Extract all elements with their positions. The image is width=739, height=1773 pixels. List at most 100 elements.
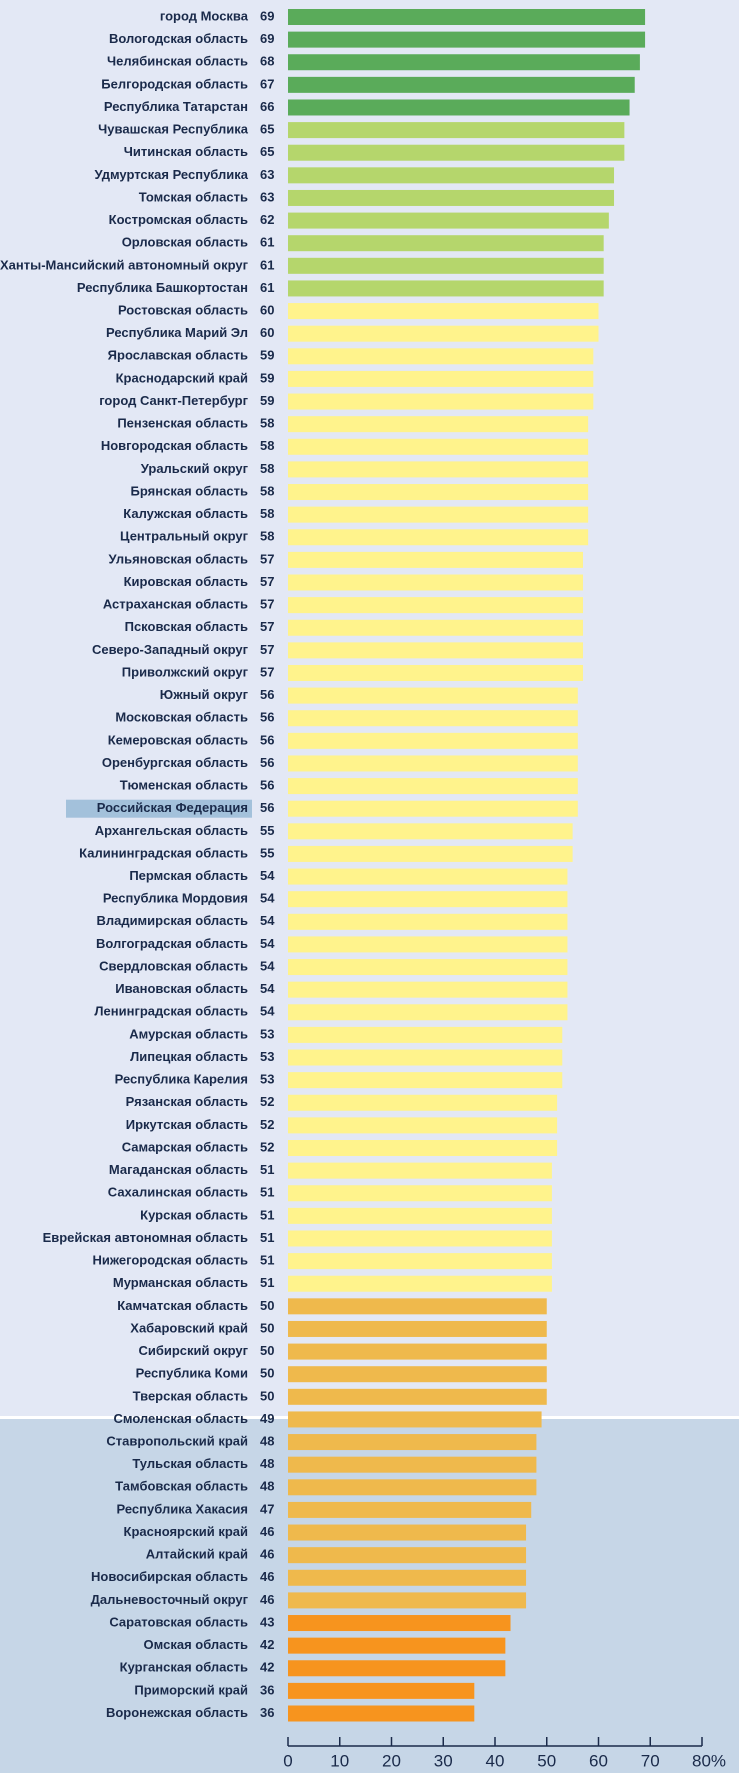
category-label: Дальневосточный округ <box>91 1592 249 1607</box>
value-label: 63 <box>260 189 274 204</box>
bar <box>288 212 609 229</box>
bar <box>288 1411 542 1428</box>
bar <box>288 959 568 976</box>
bar <box>288 1366 547 1383</box>
value-label: 48 <box>260 1479 274 1494</box>
value-label: 57 <box>260 551 274 566</box>
value-label: 50 <box>260 1320 274 1335</box>
value-label: 53 <box>260 1049 274 1064</box>
category-label: Волгоградская область <box>96 936 248 951</box>
bar <box>288 1569 527 1586</box>
category-label: Смоленская область <box>113 1411 248 1426</box>
category-label: Кировская область <box>124 574 248 589</box>
value-label: 50 <box>260 1298 274 1313</box>
category-label: Тюменская область <box>120 778 248 793</box>
bar <box>288 1117 558 1134</box>
category-label: Архангельская область <box>95 823 248 838</box>
category-label: Ленинградская область <box>94 1004 248 1019</box>
bar <box>288 1094 558 1111</box>
category-label: Рязанская область <box>126 1094 248 1109</box>
bar <box>288 574 583 591</box>
bar <box>288 1230 552 1247</box>
category-label: Республика Карелия <box>115 1072 248 1087</box>
value-label: 57 <box>260 597 274 612</box>
category-label: Липецкая область <box>130 1049 248 1064</box>
value-label: 54 <box>260 913 275 928</box>
category-label: Республика Мордовия <box>103 891 248 906</box>
bar <box>288 1456 537 1473</box>
bar <box>288 461 589 478</box>
value-label: 52 <box>260 1139 274 1154</box>
x-tick-label: 0 <box>283 1751 292 1770</box>
highlight <box>66 799 252 818</box>
value-label: 58 <box>260 483 274 498</box>
category-label: Брянская область <box>131 483 248 498</box>
value-label: 51 <box>260 1207 274 1222</box>
bar <box>288 1547 527 1564</box>
value-label: 51 <box>260 1275 274 1290</box>
category-label: Ярославская область <box>108 348 248 363</box>
bar <box>288 619 583 636</box>
x-tick-label: 50 <box>537 1751 556 1770</box>
category-label: Северо-Западный округ <box>92 642 249 657</box>
bar <box>288 167 615 184</box>
value-label: 63 <box>260 167 274 182</box>
category-label: Ставропольский край <box>106 1433 248 1448</box>
bar <box>288 891 568 908</box>
value-label: 51 <box>260 1230 274 1245</box>
value-label: 69 <box>260 8 274 23</box>
bar <box>288 438 589 455</box>
bar <box>288 1479 537 1496</box>
category-label: Ульяновская область <box>109 551 248 566</box>
value-label: 57 <box>260 642 274 657</box>
bar <box>288 325 599 342</box>
category-label: Московская область <box>115 710 248 725</box>
bar <box>288 551 583 568</box>
bar <box>288 416 589 433</box>
value-label: 54 <box>260 958 275 973</box>
category-label: Свердловская область <box>99 958 248 973</box>
category-label: Ростовская область <box>118 302 248 317</box>
category-label: Вологодская область <box>109 31 248 46</box>
value-label: 53 <box>260 1072 274 1087</box>
category-label: Тамбовская область <box>115 1479 248 1494</box>
bar <box>288 1026 563 1043</box>
bar <box>288 529 589 546</box>
value-label: 46 <box>260 1569 274 1584</box>
value-label: 59 <box>260 370 274 385</box>
value-label: 58 <box>260 438 274 453</box>
value-label: 50 <box>260 1388 274 1403</box>
bar <box>288 823 573 840</box>
category-label: Тульская область <box>132 1456 248 1471</box>
bar <box>288 1434 537 1451</box>
value-label: 51 <box>260 1185 274 1200</box>
value-label: 46 <box>260 1524 274 1539</box>
value-label: 61 <box>260 280 274 295</box>
category-label: Читинская область <box>124 144 248 159</box>
category-label: Тверская область <box>133 1388 248 1403</box>
bar <box>288 1275 552 1292</box>
value-label: 61 <box>260 235 274 250</box>
bar <box>288 755 578 772</box>
bar <box>288 642 583 659</box>
category-label: Омская область <box>144 1637 248 1652</box>
bar <box>288 1524 527 1541</box>
value-label: 58 <box>260 506 274 521</box>
value-label: 56 <box>260 732 274 747</box>
bar <box>288 913 568 930</box>
bar <box>288 1705 475 1722</box>
bar <box>288 664 583 681</box>
value-label: 42 <box>260 1637 274 1652</box>
category-label: Орловская область <box>122 235 248 250</box>
category-label: Республика Марий Эл <box>106 325 248 340</box>
value-label: 56 <box>260 687 274 702</box>
value-label: 60 <box>260 325 274 340</box>
category-label: Уральский округ <box>141 461 249 476</box>
value-label: 58 <box>260 461 274 476</box>
value-label: 51 <box>260 1253 274 1268</box>
value-label: 58 <box>260 416 274 431</box>
category-label: Кемеровская область <box>108 732 248 747</box>
value-label: 46 <box>260 1592 274 1607</box>
category-label: Мурманская область <box>113 1275 248 1290</box>
